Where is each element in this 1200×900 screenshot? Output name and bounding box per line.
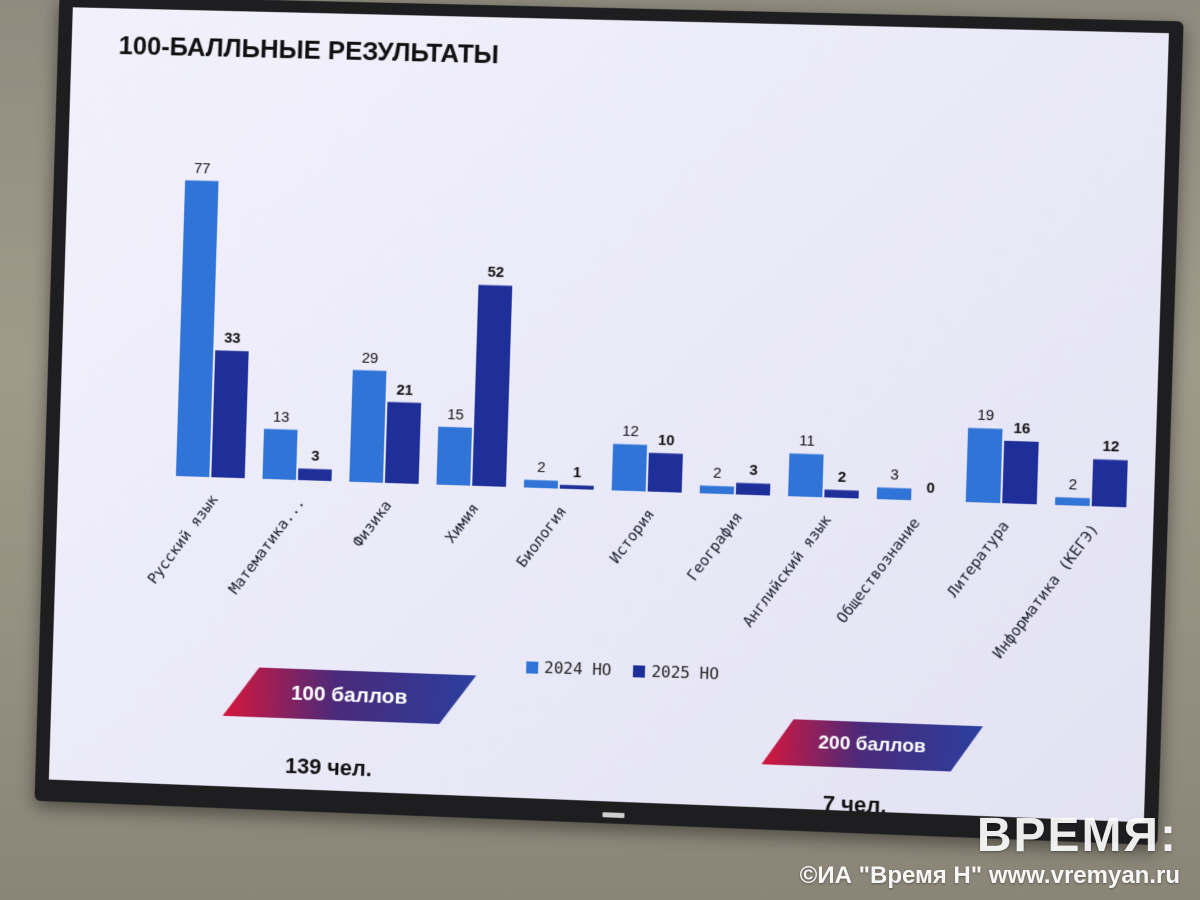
value-label-2024-10: 2: [1068, 477, 1077, 494]
legend-item-2025: 2025 НО: [633, 661, 719, 683]
bar-2024-10: [1055, 497, 1090, 506]
bar-2025-1: [298, 468, 332, 481]
x-tick-label-3: Химия: [441, 500, 482, 547]
x-tick-label-5: История: [606, 505, 658, 566]
x-tick-label-10: Информатика (КЕГЭ): [989, 520, 1103, 662]
legend-swatch-2025: [633, 665, 645, 677]
x-tick-label-4: Биология: [513, 502, 571, 570]
x-tick-label-9: Литература: [943, 517, 1012, 601]
bar-2024-0: [176, 180, 219, 477]
value-label-2025-9: 16: [1013, 421, 1030, 438]
legend-swatch-2024: [526, 661, 538, 673]
bar-2025-8: [913, 500, 947, 501]
legend-label-2025: 2025 НО: [651, 662, 719, 683]
bar-chart: 7733Русский язык133Математика...2921Физи…: [53, 7, 1169, 680]
value-label-2024-5: 12: [622, 424, 639, 441]
value-label-2025-2: 21: [396, 382, 413, 399]
value-label-2025-1: 3: [311, 449, 320, 465]
value-label-2025-4: 1: [573, 465, 582, 481]
value-label-2024-2: 29: [361, 350, 378, 367]
x-tick-label-8: Обществознание: [833, 514, 924, 626]
bar-2024-8: [877, 487, 912, 500]
value-label-2025-5: 10: [658, 433, 675, 450]
value-label-2025-3: 52: [487, 265, 504, 282]
value-label-2025-8: 0: [926, 481, 935, 497]
count-100-points: 139 чел.: [285, 753, 373, 782]
value-label-2024-0: 77: [194, 161, 211, 177]
bar-2024-2: [349, 370, 386, 483]
value-label-2024-9: 19: [977, 408, 994, 425]
value-label-2024-8: 3: [890, 468, 899, 484]
value-label-2024-4: 2: [537, 460, 546, 476]
value-label-2024-3: 15: [447, 407, 464, 424]
value-label-2024-1: 13: [273, 409, 290, 426]
x-tick-label-0: Русский язык: [144, 491, 222, 588]
value-label-2025-7: 2: [838, 470, 847, 486]
bar-2025-10: [1092, 459, 1128, 507]
bar-2025-6: [736, 483, 771, 496]
bar-2025-5: [648, 453, 683, 493]
bar-2025-7: [824, 490, 859, 499]
bar-2025-9: [1002, 441, 1038, 505]
presentation-slide: 100-БАЛЛЬНЫЕ РЕЗУЛЬТАТЫ 77 33 Русский язык…: [49, 7, 1169, 822]
x-tick-label-1: Математика...: [225, 494, 309, 598]
bar-2024-9: [966, 428, 1003, 503]
value-label-2024-6: 2: [713, 466, 722, 482]
badge-200-points: 200 баллов: [762, 718, 983, 773]
bar-2024-6: [700, 485, 734, 494]
bar-2025-0: [211, 350, 248, 478]
tv-brand-logo: [602, 812, 624, 818]
bar-2025-2: [385, 402, 421, 484]
value-label-2025-10: 12: [1102, 439, 1120, 456]
bar-2024-4: [524, 480, 558, 489]
value-label-2024-7: 11: [799, 434, 815, 451]
value-label-2025-0: 33: [224, 331, 241, 347]
bar-2025-4: [560, 485, 594, 490]
x-tick-label-6: География: [683, 508, 746, 584]
watermark-logo: ВРЕМЯ:: [977, 808, 1178, 863]
x-tick-label-2: Физика: [349, 497, 395, 551]
bar-2024-1: [262, 429, 297, 480]
legend-item-2024: 2024 НО: [526, 657, 612, 679]
count-200-points: 7 чел.: [822, 791, 887, 820]
bar-2025-3: [472, 285, 512, 487]
bar-2024-5: [612, 444, 647, 492]
x-tick-label-7: Английский язык: [739, 511, 835, 630]
legend-label-2024: 2024 НО: [544, 658, 612, 679]
watermark-copyright: ©ИА "Время Н" www.vremyan.ru: [800, 862, 1180, 890]
badge-100-points: 100 баллов: [223, 666, 477, 725]
bar-2024-3: [436, 427, 472, 486]
tv-frame: 100-БАЛЛЬНЫЕ РЕЗУЛЬТАТЫ 77 33 Русский язык…: [35, 0, 1184, 845]
bar-2024-7: [788, 453, 824, 497]
value-label-2025-6: 3: [749, 463, 758, 479]
